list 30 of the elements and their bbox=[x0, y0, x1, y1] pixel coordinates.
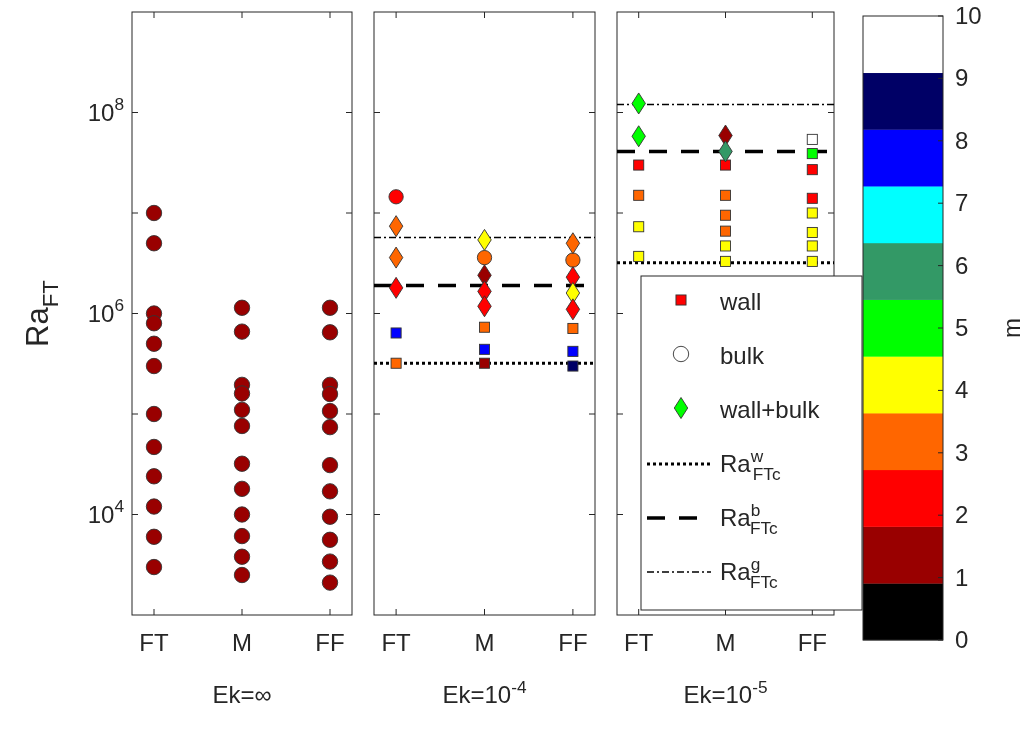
x-tick-label: FF bbox=[797, 629, 827, 656]
color-bar-label: 9 bbox=[955, 64, 969, 92]
x-tick-label: M bbox=[715, 629, 736, 656]
color-bar-label: 5 bbox=[955, 314, 969, 341]
color-bar-label: 3 bbox=[955, 438, 969, 466]
x-tick-label: M bbox=[232, 629, 252, 656]
x-tick-label: FF bbox=[315, 629, 345, 656]
x-tick-label: FT bbox=[139, 629, 169, 656]
legend-label: wall bbox=[719, 288, 762, 315]
x-tick-label: FT bbox=[381, 629, 412, 656]
x-tick-label: FT bbox=[624, 629, 654, 656]
color-bar-label: 7 bbox=[955, 189, 969, 217]
x-axis-title: Ek=10$^{-4}$ bbox=[442, 676, 527, 708]
color-bar-label: 8 bbox=[955, 126, 969, 154]
legend-label: bulk bbox=[720, 342, 766, 369]
x-tick-label: M bbox=[474, 629, 495, 656]
y-tick-label: 10$^{4}$ bbox=[87, 496, 125, 528]
color-bar-label: 1 bbox=[955, 563, 969, 591]
color-bar-label: 4 bbox=[955, 376, 969, 404]
y-tick-label: 10$^{6}$ bbox=[87, 295, 124, 327]
color-bar-title: m bbox=[998, 318, 1025, 338]
color-bar-label: 6 bbox=[955, 251, 969, 279]
x-tick-label: FF bbox=[558, 629, 588, 656]
color-bar-label: 2 bbox=[955, 501, 969, 529]
y-tick-label: 10$^{8}$ bbox=[87, 94, 124, 126]
x-axis-title: Ek=∞ bbox=[212, 681, 272, 708]
legend-label: wall+bulk bbox=[719, 396, 821, 423]
color-bar-label: 10 bbox=[955, 2, 982, 29]
color-bar-label: 0 bbox=[955, 626, 969, 653]
x-axis-title: Ek=10$^{-5}$ bbox=[683, 676, 768, 708]
